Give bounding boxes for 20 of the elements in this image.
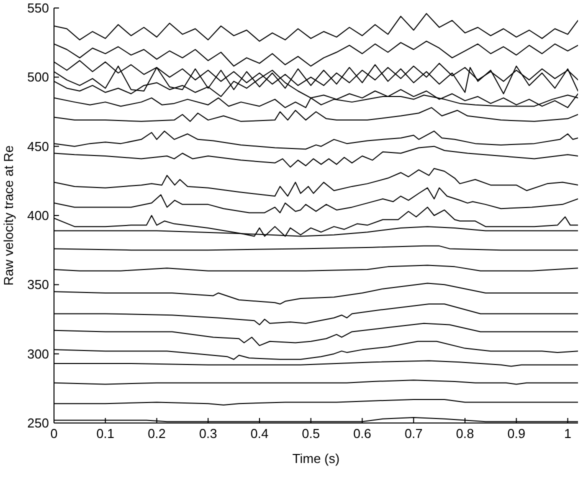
- x-tick-label: 0.8: [456, 426, 474, 442]
- y-tick-label: 500: [27, 70, 49, 85]
- y-tick-label: 300: [27, 346, 49, 362]
- x-axis-title: Time (s): [292, 451, 340, 466]
- x-tick-label: 0: [50, 426, 58, 442]
- y-tick-label: 250: [27, 416, 49, 431]
- y-tick-label: 450: [27, 138, 49, 154]
- y-axis-title: Raw velocity trace at Re: [1, 145, 16, 286]
- y-tick-label: 550: [27, 0, 49, 16]
- x-tick-label: 0.6: [353, 426, 372, 442]
- x-tick-label: 0.7: [404, 426, 423, 442]
- y-tick-label: 400: [27, 208, 49, 224]
- x-tick-label: 0.4: [250, 426, 269, 442]
- x-tick-label: 0.9: [507, 426, 526, 442]
- x-tick-label: 0.3: [199, 426, 218, 442]
- x-tick-label: 1: [564, 426, 572, 442]
- x-tick-label: 0.1: [96, 426, 114, 442]
- y-tick-label: 350: [27, 277, 49, 292]
- x-tick-label: 0.2: [148, 426, 166, 442]
- x-tick-label: 0.5: [302, 426, 320, 442]
